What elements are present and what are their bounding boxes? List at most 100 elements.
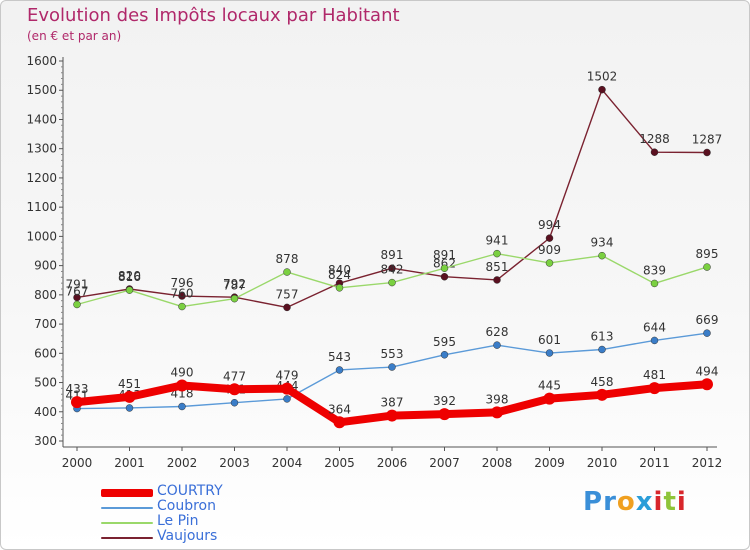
x-tick-label: 2006 (377, 456, 408, 470)
y-tick-label: 300 (34, 434, 57, 448)
data-label-vaujours: 820 (118, 269, 141, 283)
legend-label: Vaujours (157, 528, 218, 544)
data-point-le-pin (703, 263, 711, 271)
data-label-le-pin: 760 (171, 287, 194, 301)
data-point-courtry (176, 379, 188, 392)
data-label-coubron: 595 (433, 335, 456, 349)
x-tick-label: 2012 (692, 456, 723, 470)
data-point-courtry (438, 408, 451, 421)
y-tick-label: 1600 (26, 54, 57, 68)
y-tick-label: 600 (34, 346, 57, 360)
data-point-coubron (178, 402, 186, 411)
logo-letter: i (676, 487, 687, 517)
logo-letter: t (663, 487, 677, 517)
data-point-coubron (230, 398, 239, 407)
data-label-le-pin: 824 (328, 268, 351, 282)
proxiti-logo: Proxiti (583, 487, 687, 517)
legend-label: Coubron (157, 498, 216, 514)
data-point-coubron (703, 329, 711, 337)
y-tick-label: 700 (34, 317, 57, 331)
data-label-le-pin: 767 (66, 284, 89, 298)
data-label-coubron: 553 (381, 347, 404, 361)
data-point-coubron (283, 395, 291, 403)
data-label-le-pin: 816 (118, 270, 141, 284)
data-point-coubron (493, 341, 501, 349)
y-tick-label: 500 (34, 376, 57, 390)
data-label-le-pin: 891 (433, 248, 456, 262)
data-point-courtry (596, 388, 608, 401)
data-point-le-pin (125, 286, 134, 294)
y-tick-label: 400 (34, 405, 57, 419)
data-label-vaujours: 994 (538, 218, 561, 232)
x-tick-label: 2005 (324, 456, 355, 470)
data-point-coubron (125, 404, 134, 412)
x-tick-label: 2003 (219, 456, 250, 470)
data-point-le-pin (230, 294, 239, 303)
data-point-courtry (543, 392, 556, 405)
data-label-vaujours: 796 (171, 276, 194, 290)
data-point-vaujours (493, 276, 501, 284)
data-label-courtry: 458 (591, 375, 614, 389)
data-point-vaujours (283, 303, 291, 312)
data-label-vaujours: 851 (486, 260, 509, 274)
data-label-courtry: 494 (696, 364, 719, 378)
data-point-courtry (123, 390, 136, 403)
data-point-coubron (335, 366, 344, 374)
data-point-le-pin (178, 302, 186, 311)
data-label-courtry: 451 (118, 377, 141, 391)
data-point-le-pin (283, 268, 291, 276)
data-point-vaujours (440, 272, 449, 281)
data-label-coubron: 601 (538, 333, 561, 347)
data-label-courtry: 398 (486, 392, 509, 406)
data-point-courtry (701, 378, 713, 391)
data-label-courtry: 433 (66, 382, 89, 396)
y-tick-label: 1400 (26, 112, 57, 126)
data-label-coubron: 543 (328, 350, 351, 364)
data-point-vaujours (703, 148, 711, 157)
logo-letter: x (635, 487, 654, 517)
x-tick-label: 2009 (534, 456, 565, 470)
data-point-le-pin (440, 264, 449, 272)
legend-label: COURTRY (157, 483, 223, 499)
logo-letter: o (616, 487, 636, 517)
data-label-vaujours: 792 (223, 277, 246, 291)
data-label-courtry: 477 (223, 369, 246, 383)
legend-swatch (101, 537, 153, 539)
logo-letter: P (583, 487, 604, 517)
data-point-courtry (386, 409, 398, 422)
data-label-le-pin: 941 (486, 234, 509, 248)
data-point-le-pin (388, 278, 396, 287)
data-label-courtry: 387 (381, 396, 404, 410)
x-tick-label: 2007 (429, 456, 460, 470)
data-point-coubron (388, 363, 396, 371)
data-label-courtry: 392 (433, 394, 456, 408)
x-tick-label: 2000 (62, 456, 93, 470)
data-label-le-pin: 787 (223, 279, 246, 293)
y-tick-label: 1000 (26, 229, 57, 243)
y-tick-label: 800 (34, 288, 57, 302)
data-label-vaujours: 757 (276, 287, 299, 301)
data-point-courtry (71, 396, 83, 409)
data-point-coubron (650, 336, 659, 345)
data-label-vaujours: 840 (328, 263, 351, 277)
data-point-courtry (228, 383, 241, 396)
x-tick-label: 2004 (272, 456, 303, 470)
data-label-vaujours: 1288 (639, 132, 670, 146)
data-label-coubron: 628 (486, 325, 509, 339)
data-label-le-pin: 909 (538, 243, 561, 257)
data-point-vaujours (545, 234, 554, 242)
data-label-courtry: 490 (171, 365, 194, 379)
data-label-le-pin: 895 (696, 247, 719, 261)
y-tick-label: 1100 (26, 200, 57, 214)
data-point-vaujours (178, 292, 186, 300)
data-point-le-pin (73, 300, 81, 309)
data-point-vaujours (650, 148, 659, 156)
data-label-vaujours: 791 (66, 277, 89, 291)
data-label-coubron: 613 (591, 330, 614, 344)
data-label-courtry: 479 (276, 369, 299, 383)
data-point-le-pin (335, 284, 344, 292)
data-label-vaujours: 1287 (692, 132, 723, 146)
data-point-vaujours (388, 264, 396, 272)
data-point-le-pin (493, 249, 501, 258)
